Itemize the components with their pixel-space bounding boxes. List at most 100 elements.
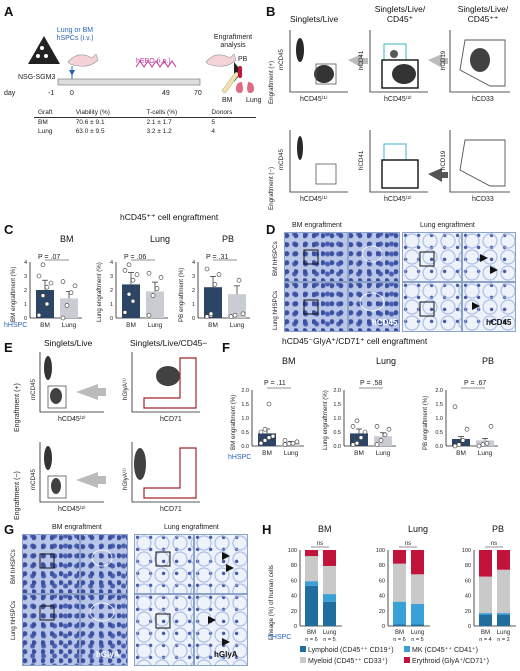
x-axis-label: hCD33	[472, 196, 494, 203]
data-point	[216, 272, 222, 277]
micrograph	[284, 282, 348, 332]
organ-label: Lung	[408, 524, 429, 534]
stacked-bar-segment	[393, 601, 406, 625]
data-point	[358, 435, 364, 440]
hhspc-label: hHSPC	[228, 454, 252, 461]
tick-label: 60	[465, 578, 471, 584]
legend-label: MK (CD45⁺⁺ CD41⁺)	[412, 647, 478, 654]
data-point	[386, 426, 392, 432]
tick-label: 0	[24, 316, 27, 322]
data-point	[480, 442, 486, 447]
graft-table: Graft Viability (%) T-cells (%) Donors B…	[34, 108, 256, 136]
stain-label: hCD45	[486, 318, 512, 327]
tick-label: 0.0	[333, 444, 341, 450]
x-axis-label: hCD71	[160, 416, 182, 423]
stacked-bar-segment	[411, 603, 424, 625]
stacked-bar-segment	[497, 613, 510, 615]
data-point	[208, 311, 214, 317]
data-point	[488, 424, 494, 429]
tick-label: 1.0	[435, 416, 443, 422]
data-point	[240, 311, 246, 317]
tick-label: 0.0	[241, 444, 249, 450]
stacked-bar-segment	[497, 550, 510, 570]
data-point	[150, 293, 156, 298]
data-point	[48, 280, 54, 286]
category-label: BM	[481, 630, 490, 636]
micrograph	[134, 594, 194, 666]
flow-plots-e	[39, 352, 200, 503]
micrograph-zoom	[348, 282, 400, 332]
data-point	[40, 262, 46, 268]
tick-label: 0.5	[241, 430, 249, 436]
table-cell: 2.1 ± 1.7	[146, 119, 172, 126]
category-label: BM	[395, 630, 404, 636]
micrograph-zoom	[462, 282, 516, 332]
tick-label: 2.0	[333, 388, 341, 394]
data-point	[64, 303, 70, 308]
tick-label: 0.5	[435, 430, 443, 436]
n-label: n = 5	[411, 637, 423, 643]
chart-title: hCD45⁻GlyA⁺/CD71⁺ cell engraftment	[282, 336, 428, 346]
table-cell: 4	[211, 128, 216, 135]
tissue-icons	[221, 66, 254, 94]
flow-plots-b	[289, 30, 510, 193]
micrograph-zoom	[194, 594, 248, 666]
data-point	[262, 426, 268, 432]
micrograph	[402, 282, 462, 332]
data-point	[460, 438, 466, 443]
data-point	[72, 283, 78, 289]
hhspc-label: hHSPC	[4, 322, 28, 329]
data-point	[294, 439, 300, 445]
micrograph-annotations-d	[303, 245, 498, 317]
day-tick: 49	[162, 90, 170, 97]
data-point	[350, 442, 356, 447]
legend-item: Myeloid (CD45⁺⁺ CD33⁺)	[300, 657, 388, 666]
n-label: n = 2	[497, 637, 509, 643]
data-point	[282, 438, 288, 443]
stacked-bar-segment	[305, 550, 318, 557]
ns-label: ns	[491, 541, 497, 547]
data-point	[456, 442, 462, 447]
data-point	[228, 314, 234, 319]
panel-label-f: F	[222, 340, 230, 355]
data-point	[464, 426, 470, 432]
p-value: P = .67	[464, 380, 487, 387]
data-point	[266, 435, 272, 440]
stacked-bar-segment	[393, 550, 406, 564]
data-point	[382, 432, 388, 438]
panel-label-e: E	[4, 340, 13, 355]
legend-swatch	[300, 657, 306, 663]
image-col-title: Lung engraftment	[420, 222, 475, 229]
tick-label: 0	[468, 624, 471, 630]
tick-label: 80	[379, 563, 385, 569]
bar	[146, 291, 164, 318]
organ-label: BM	[282, 356, 296, 366]
tick-label: 40	[379, 594, 385, 600]
day-tick: 0	[70, 90, 74, 97]
legend-item: Lymphoid (CD45⁺⁺ CD19⁺)	[300, 646, 394, 655]
data-point	[270, 433, 276, 439]
legend-item: MK (CD45⁺⁺ CD41⁺)	[404, 646, 478, 655]
x-axis-label: hCD45⁽¹⁾	[300, 196, 328, 203]
data-point	[354, 418, 360, 424]
tick-label: 60	[379, 578, 385, 584]
ns-label: ns	[405, 541, 411, 547]
data-point	[134, 272, 140, 277]
day-tick: 70	[194, 90, 202, 97]
tick-label: 80	[291, 563, 297, 569]
tick-label: 0	[110, 316, 113, 322]
data-point	[154, 286, 160, 291]
organ-label: BM	[318, 524, 332, 534]
tick-label: 2.0	[241, 388, 249, 394]
chart-title: hCD45⁺⁺ cell engraftment	[120, 212, 219, 222]
organ-label: PB	[492, 524, 505, 534]
micrograph	[22, 534, 80, 594]
tick-label: 1.5	[435, 402, 443, 408]
data-point	[374, 442, 380, 447]
data-point	[350, 424, 356, 429]
tick-label: 60	[291, 578, 297, 584]
tick-label: 0.5	[333, 430, 341, 436]
stain-label: hCD45	[372, 318, 398, 327]
gate-title: Singlets/Live	[44, 338, 93, 348]
